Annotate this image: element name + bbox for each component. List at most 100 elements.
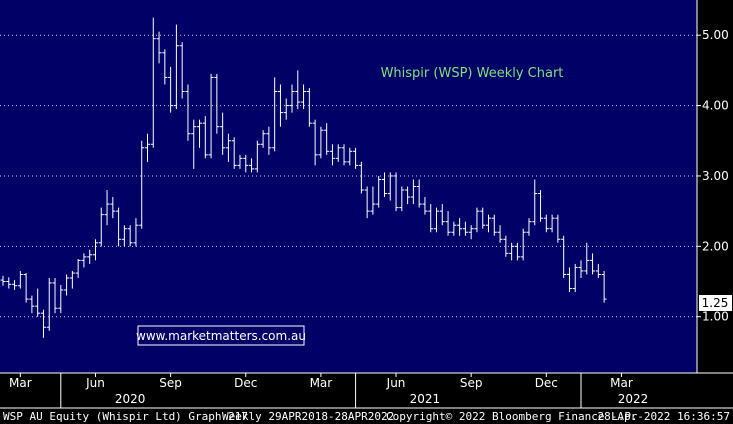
- ohlc-bar: [353, 147, 359, 169]
- ohlc-bar: [503, 235, 509, 257]
- ohlc-bar: [358, 161, 364, 194]
- ohlc-bar: [341, 144, 347, 166]
- ohlc-bar: [168, 66, 174, 113]
- ohlc-bar: [301, 84, 307, 110]
- ohlc-bar: [381, 172, 387, 198]
- ohlc-bar: [318, 126, 324, 159]
- ohlc-bar: [370, 186, 376, 215]
- ohlc-bar: [139, 140, 145, 229]
- x-month-label: Sep: [460, 376, 483, 390]
- footer-timestamp: 28-Apr-2022 16:36:57: [598, 410, 730, 423]
- ohlc-bar: [514, 242, 520, 261]
- ohlc-bar: [497, 225, 503, 243]
- ohlc-bar: [324, 123, 330, 155]
- x-month-label: Sep: [159, 376, 182, 390]
- ohlc-bar: [468, 225, 474, 240]
- ohlc-bar: [410, 179, 416, 205]
- y-tick-label: 4.00: [702, 99, 729, 113]
- ohlc-bar: [266, 126, 272, 155]
- ohlc-bar: [549, 214, 555, 233]
- plot-area: [0, 0, 697, 373]
- ohlc-bar: [543, 214, 549, 233]
- x-month-label: Mar: [9, 376, 32, 390]
- ohlc-bar: [116, 207, 122, 247]
- ohlc-bar: [52, 277, 58, 314]
- ohlc-bar: [214, 73, 220, 134]
- ohlc-bar: [520, 228, 526, 261]
- ohlc-bar: [491, 214, 497, 236]
- ohlc-bar: [197, 119, 203, 148]
- ohlc-bar: [40, 309, 46, 338]
- x-month-label: Mar: [610, 376, 633, 390]
- price-bars: [0, 17, 607, 338]
- ohlc-bar: [451, 221, 457, 236]
- last-price-label: 1.25: [702, 296, 729, 310]
- footer-ticker: WSP AU Equity (Whispir Ltd) Graph 217: [3, 410, 248, 423]
- ohlc-bar: [462, 221, 468, 236]
- ohlc-bar: [295, 70, 301, 110]
- ohlc-bar: [480, 207, 486, 229]
- ohlc-bar: [231, 137, 237, 169]
- y-tick-label: 2.00: [702, 239, 729, 253]
- ohlc-bar: [422, 197, 428, 215]
- ohlc-bar: [64, 274, 70, 296]
- ohlc-bar: [393, 172, 399, 212]
- ohlc-bar: [35, 288, 41, 317]
- ohlc-bar: [532, 179, 538, 226]
- ohlc-bar: [572, 263, 578, 293]
- y-tick-label: 1.00: [702, 310, 729, 324]
- ohlc-bar: [179, 42, 185, 99]
- ohlc-bar: [457, 218, 463, 236]
- ohlc-bar: [173, 24, 179, 110]
- ohlc-bar: [578, 260, 584, 278]
- ohlc-bar: [0, 275, 6, 286]
- ohlc-bar: [104, 190, 110, 226]
- ohlc-bar: [376, 175, 382, 208]
- ohlc-bar: [237, 154, 243, 169]
- ohlc-bar: [416, 179, 422, 208]
- ohlc-bar: [364, 186, 370, 219]
- ohlc-bar: [486, 214, 492, 233]
- ohlc-bar: [110, 197, 116, 219]
- x-year-label: 2022: [618, 392, 649, 406]
- footer-copyright: Copyright© 2022 Bloomberg Finance L.P.: [386, 410, 638, 423]
- ohlc-bar: [445, 211, 451, 236]
- ohlc-bar: [98, 207, 104, 247]
- ohlc-bar: [405, 186, 411, 205]
- ohlc-bar: [133, 218, 139, 247]
- x-month-label: Dec: [234, 376, 257, 390]
- ohlc-bar: [439, 204, 445, 226]
- ohlc-bar: [434, 207, 439, 233]
- ohlc-bar: [225, 133, 231, 162]
- ohlc-bar: [283, 98, 289, 120]
- ohlc-bar: [121, 225, 127, 247]
- ohlc-bar: [312, 119, 318, 166]
- ohlc-bar: [584, 242, 590, 275]
- x-month-label: Dec: [535, 376, 558, 390]
- ohlc-bar: [254, 140, 260, 173]
- watermark-box: [137, 325, 305, 346]
- ohlc-bar: [329, 144, 335, 166]
- ohlc-bar: [566, 267, 572, 293]
- y-axis: 1.00 2.00 3.00 4.00 5.00: [697, 28, 729, 324]
- x-axis: Mar Jun Sep Dec Mar Jun Sep Dec Mar 2020 2021 2022: [9, 373, 648, 408]
- footer-range: Weekly 29APR2018-28APR2022: [222, 410, 394, 423]
- ohlc-bar: [17, 270, 23, 289]
- ohlc-bar: [387, 172, 393, 201]
- x-month-label: Jun: [85, 376, 105, 390]
- ohlc-bar: [243, 154, 249, 173]
- ohlc-bar: [29, 295, 35, 314]
- ohlc-bar: [347, 147, 353, 166]
- x-month-label: Jun: [386, 376, 406, 390]
- chart-title: Whispir (WSP) Weekly Chart: [381, 66, 564, 81]
- ohlc-bar: [590, 253, 596, 275]
- ohlc-bar: [69, 270, 75, 289]
- ohlc-bar: [561, 235, 567, 278]
- ohlc-bar: [156, 31, 162, 64]
- y-tick-label: 5.00: [702, 28, 729, 42]
- ohlc-bar: [595, 263, 601, 278]
- x-year-label: 2021: [410, 392, 441, 406]
- ohlc-bar: [92, 239, 98, 261]
